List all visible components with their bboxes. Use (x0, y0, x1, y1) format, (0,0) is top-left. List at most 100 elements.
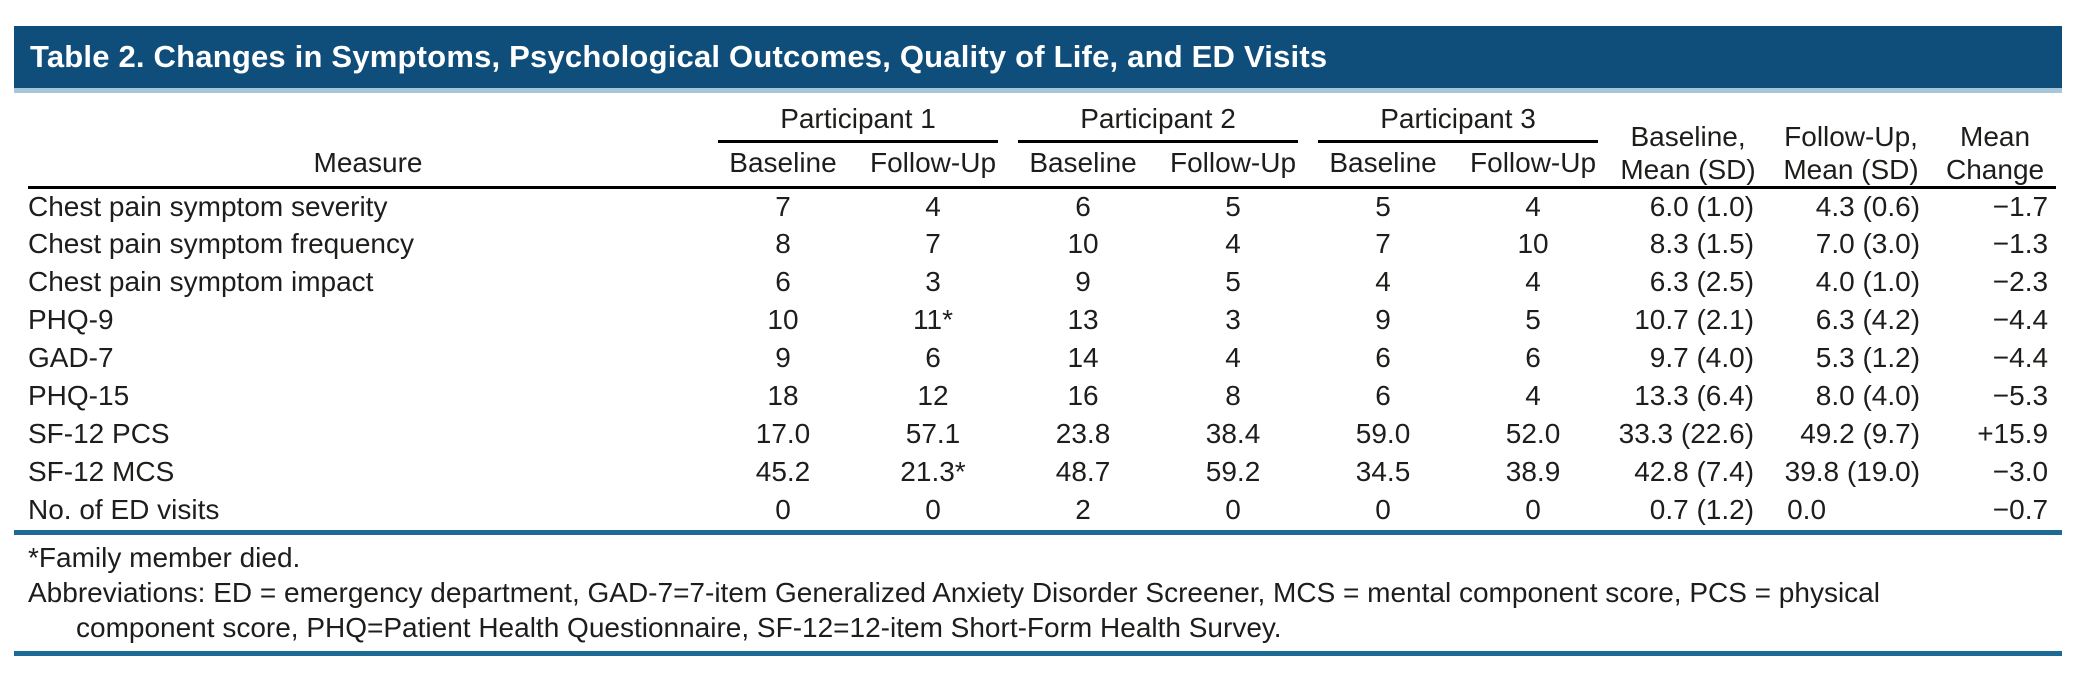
cell-p3-followup: 52.0 (1505, 418, 1561, 449)
subheader-p1-baseline: Baseline (708, 143, 858, 189)
cell-p3-followup: 4 (1525, 190, 1541, 222)
cell-baseline-mean: 9.7 (4.0) (1649, 342, 1755, 373)
table-body: Chest pain symptom severity 7 4 6 5 5 4 … (28, 187, 2056, 529)
cell-p3-baseline: 9 (1375, 304, 1391, 335)
table-bottom-rule (14, 651, 2062, 656)
table-row: PHQ-15 18 12 16 8 6 4 13.3 (6.4) 8.0 (4.… (28, 377, 2056, 415)
cell-p1-baseline: 17.0 (755, 418, 811, 449)
abbreviations-line-1: Abbreviations: ED = emergency department… (28, 577, 1880, 608)
cell-p2-followup: 38.4 (1205, 418, 1261, 449)
group-header-label: Participant 2 (1080, 103, 1236, 134)
cell-p1-followup: 7 (925, 228, 941, 259)
header-spacer (28, 95, 708, 143)
group-header-row: Participant 1 Participant 2 Participant … (28, 95, 2057, 189)
table-row: GAD-7 9 6 14 4 6 6 9.7 (4.0) 5.3 (1.2) −… (28, 339, 2056, 377)
cell-p1-followup: 21.3* (900, 456, 966, 487)
cell-p3-followup: 4 (1525, 380, 1541, 411)
group-header-participant-1: Participant 1 (708, 95, 1008, 143)
cell-followup-mean: 0.0 (1787, 494, 1827, 525)
title-underline-rule (14, 88, 2062, 93)
data-table: Participant 1 Participant 2 Participant … (28, 95, 2057, 529)
cell-p2-baseline: 2 (1075, 494, 1091, 525)
cell-followup-mean: 49.2 (9.7) (1800, 418, 1921, 449)
cell-mean-change: −3.0 (1992, 456, 2049, 487)
cell-p2-baseline: 14 (1067, 342, 1099, 373)
cell-measure: SF-12 PCS (28, 418, 170, 449)
cell-p3-baseline: 6 (1375, 380, 1391, 411)
header-line: Mean (SD) (1783, 153, 1919, 185)
cell-p2-followup: 3 (1225, 304, 1241, 335)
cell-baseline-mean: 6.0 (1.0) (1649, 190, 1755, 222)
subheader-p3-followup: Follow-Up (1458, 143, 1609, 189)
column-header-followup-mean: Follow-Up, Mean (SD) (1768, 95, 1935, 189)
cell-p2-baseline: 23.8 (1055, 418, 1111, 449)
cell-p1-baseline: 9 (775, 342, 791, 373)
abbreviations-footnote: Abbreviations: ED = emergency department… (28, 575, 2056, 645)
sub-header-row: Measure Baseline Follow-Up Baseline Foll… (28, 143, 2056, 189)
cell-measure: SF-12 MCS (28, 456, 175, 487)
table-row: PHQ-9 10 11* 13 3 9 5 10.7 (2.1) 6.3 (4.… (28, 301, 2056, 339)
asterisk-footnote: *Family member died. (28, 542, 301, 573)
column-header-measure: Measure (28, 143, 708, 189)
cell-p2-followup: 0 (1225, 494, 1241, 525)
footnotes: *Family member died. Abbreviations: ED =… (28, 540, 2056, 645)
cell-p2-baseline: 16 (1067, 380, 1099, 411)
table-header: Participant 1 Participant 2 Participant … (28, 95, 2057, 189)
cell-p1-baseline: 8 (775, 228, 791, 259)
table-row: Chest pain symptom severity 7 4 6 5 5 4 … (28, 187, 2056, 225)
cell-followup-mean: 4.0 (1.0) (1815, 266, 1921, 297)
cell-followup-mean: 8.0 (4.0) (1815, 380, 1921, 411)
cell-p2-baseline: 10 (1067, 228, 1099, 259)
abbreviations-line-2: component score, PHQ=Patient Health Ques… (76, 612, 1282, 643)
cell-measure: PHQ-9 (28, 304, 114, 335)
table-title-bar: Table 2. Changes in Symptoms, Psychologi… (14, 26, 2062, 88)
cell-p2-followup: 4 (1225, 342, 1241, 373)
header-line: Mean (1960, 120, 2031, 152)
cell-baseline-mean: 33.3 (22.6) (1618, 418, 1755, 449)
cell-p1-followup: 0 (925, 494, 941, 525)
cell-followup-mean: 5.3 (1.2) (1815, 342, 1921, 373)
table-row: No. of ED visits 0 0 2 0 0 0 0.7 (1.2) 0… (28, 491, 2056, 529)
cell-p1-baseline: 10 (767, 304, 799, 335)
cell-p1-baseline: 7 (775, 190, 791, 222)
cell-p2-followup: 8 (1225, 380, 1241, 411)
subheader-p1-followup: Follow-Up (858, 143, 1009, 189)
cell-baseline-mean: 6.3 (2.5) (1649, 266, 1755, 297)
header-line: Change (1946, 153, 2045, 185)
cell-p1-baseline: 18 (767, 380, 799, 411)
table-row: SF-12 MCS 45.2 21.3* 48.7 59.2 34.5 38.9… (28, 453, 2056, 491)
cell-measure: Chest pain symptom severity (28, 190, 388, 222)
column-header-mean-change: Mean Change (1934, 95, 2057, 189)
group-header-label: Participant 1 (780, 103, 936, 134)
cell-baseline-mean: 8.3 (1.5) (1649, 228, 1755, 259)
subheader-p3-baseline: Baseline (1308, 143, 1459, 189)
cell-measure: PHQ-15 (28, 380, 130, 411)
cell-mean-change: −4.4 (1992, 304, 2049, 335)
group-header-participant-3: Participant 3 (1308, 95, 1608, 143)
cell-p2-baseline: 13 (1067, 304, 1099, 335)
cell-p1-followup: 12 (917, 380, 949, 411)
cell-p2-followup: 4 (1225, 228, 1241, 259)
cell-mean-change: +15.9 (1977, 418, 2049, 449)
table-title: Table 2. Changes in Symptoms, Psychologi… (30, 39, 1328, 74)
header-line: Mean (SD) (1620, 153, 1756, 185)
cell-baseline-mean: 0.7 (1.2) (1649, 494, 1755, 525)
subheader-p2-baseline: Baseline (1008, 143, 1159, 189)
cell-p2-followup: 59.2 (1205, 456, 1261, 487)
cell-p1-followup: 3 (925, 266, 941, 297)
cell-measure: No. of ED visits (28, 494, 220, 525)
cell-p1-followup: 6 (925, 342, 941, 373)
column-header-baseline-mean: Baseline, Mean (SD) (1608, 95, 1769, 189)
group-header-participant-2: Participant 2 (1008, 95, 1308, 143)
cell-p3-baseline: 5 (1375, 190, 1391, 222)
cell-baseline-mean: 42.8 (7.4) (1634, 456, 1755, 487)
cell-measure: GAD-7 (28, 342, 114, 373)
cell-baseline-mean: 13.3 (6.4) (1634, 380, 1755, 411)
cell-followup-mean: 6.3 (4.2) (1815, 304, 1921, 335)
cell-p3-followup: 4 (1525, 266, 1541, 297)
cell-followup-mean: 4.3 (0.6) (1815, 190, 1921, 222)
cell-mean-change: −2.3 (1992, 266, 2049, 297)
cell-p3-baseline: 34.5 (1355, 456, 1411, 487)
header-line: Baseline, (1630, 120, 1746, 152)
